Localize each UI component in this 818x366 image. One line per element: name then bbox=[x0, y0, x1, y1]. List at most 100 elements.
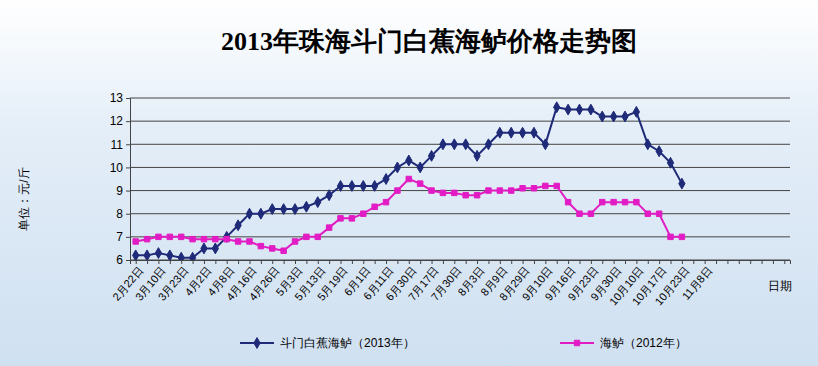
y-tick-mark bbox=[126, 144, 130, 145]
data-point bbox=[577, 211, 582, 216]
x-tick-mark bbox=[716, 260, 717, 264]
data-point bbox=[474, 192, 479, 197]
chart-title: 2013年珠海斗门白蕉海鲈价格走势图 bbox=[221, 27, 637, 56]
data-point bbox=[270, 246, 275, 251]
x-tick: 5月19日 bbox=[315, 260, 350, 303]
x-tick: 7月30日 bbox=[429, 260, 464, 303]
data-point bbox=[622, 199, 627, 204]
data-point bbox=[656, 211, 661, 216]
y-tick-label: 7 bbox=[116, 230, 123, 244]
y-tick-label: 8 bbox=[116, 207, 123, 221]
x-tick-mark bbox=[500, 260, 501, 264]
x-tick-mark bbox=[193, 260, 194, 264]
legend-marker bbox=[574, 340, 579, 345]
data-point bbox=[133, 250, 139, 260]
x-tick-mark bbox=[409, 260, 410, 264]
data-point bbox=[167, 250, 173, 260]
y-tick: 11 bbox=[111, 138, 130, 152]
data-point bbox=[178, 252, 184, 260]
x-tick bbox=[625, 260, 626, 264]
x-tick-mark bbox=[693, 260, 694, 264]
data-point bbox=[144, 236, 149, 241]
x-tick-mark bbox=[329, 260, 330, 264]
x-tick bbox=[170, 260, 171, 264]
x-tick bbox=[488, 260, 489, 264]
y-tick-mark bbox=[126, 260, 130, 261]
x-tick bbox=[261, 260, 262, 264]
series-line bbox=[136, 107, 682, 257]
data-point bbox=[235, 220, 241, 231]
x-tick bbox=[238, 260, 239, 264]
x-tick-mark bbox=[523, 260, 524, 264]
x-tick: 3月23日 bbox=[156, 260, 191, 303]
data-point bbox=[349, 181, 355, 192]
y-tick-mark bbox=[126, 214, 130, 215]
x-tick-mark bbox=[295, 260, 296, 264]
data-point bbox=[565, 104, 571, 115]
x-tick bbox=[602, 260, 603, 264]
x-tick bbox=[329, 260, 330, 264]
x-axis-line bbox=[131, 261, 791, 265]
x-tick bbox=[716, 260, 717, 264]
x-tick-mark bbox=[181, 260, 182, 264]
data-point bbox=[576, 104, 582, 115]
x-tick bbox=[750, 260, 751, 264]
data-point bbox=[463, 139, 469, 150]
x-tick-mark bbox=[739, 260, 740, 264]
x-tick bbox=[773, 260, 774, 264]
x-tick-mark bbox=[341, 260, 342, 264]
x-tick-mark bbox=[579, 260, 580, 264]
x-tick bbox=[511, 260, 512, 264]
data-point bbox=[133, 239, 138, 244]
x-tick bbox=[739, 260, 740, 264]
x-tick-mark bbox=[671, 260, 672, 264]
data-point bbox=[349, 216, 354, 221]
x-tick-mark bbox=[261, 260, 262, 264]
x-tick-mark bbox=[762, 260, 763, 264]
x-tick bbox=[727, 260, 728, 264]
legend-label: 海鲈（2012年） bbox=[600, 336, 687, 350]
data-point bbox=[338, 216, 343, 221]
x-tick-mark bbox=[397, 260, 398, 264]
series-line bbox=[136, 179, 682, 251]
grid-line bbox=[130, 98, 790, 99]
x-tick-mark bbox=[215, 260, 216, 264]
x-tick-mark bbox=[534, 260, 535, 264]
x-tick-mark bbox=[454, 260, 455, 264]
x-tick-mark bbox=[477, 260, 478, 264]
data-point bbox=[679, 178, 685, 189]
grid-line bbox=[130, 121, 790, 122]
x-tick-mark bbox=[306, 260, 307, 264]
x-tick-mark bbox=[602, 260, 603, 264]
y-tick-mark bbox=[126, 121, 130, 122]
data-point bbox=[235, 239, 240, 244]
data-point bbox=[247, 239, 252, 244]
x-tick bbox=[375, 260, 376, 264]
data-point bbox=[531, 127, 537, 138]
data-point bbox=[258, 243, 263, 248]
x-tick bbox=[557, 260, 558, 264]
data-point bbox=[372, 181, 378, 192]
data-point bbox=[304, 234, 309, 239]
plot-area: 6789101112132月22日3月10日3月23日4月2日4月8日4月16日… bbox=[110, 91, 791, 307]
data-point bbox=[258, 208, 264, 219]
x-tick bbox=[762, 260, 763, 264]
data-point bbox=[360, 181, 366, 192]
data-point bbox=[326, 190, 332, 201]
data-point bbox=[611, 199, 616, 204]
data-point bbox=[212, 243, 218, 254]
y-tick: 7 bbox=[116, 230, 130, 244]
data-point bbox=[452, 190, 457, 195]
data-point bbox=[383, 199, 388, 204]
x-tick bbox=[215, 260, 216, 264]
data-point bbox=[440, 190, 445, 195]
x-tick-mark bbox=[443, 260, 444, 264]
x-tick-mark bbox=[591, 260, 592, 264]
data-point bbox=[246, 208, 252, 219]
x-tick bbox=[306, 260, 307, 264]
data-point bbox=[429, 188, 434, 193]
series-group bbox=[133, 102, 685, 260]
grid-line bbox=[130, 167, 790, 168]
x-tick-mark bbox=[625, 260, 626, 264]
grid-line bbox=[130, 190, 790, 191]
